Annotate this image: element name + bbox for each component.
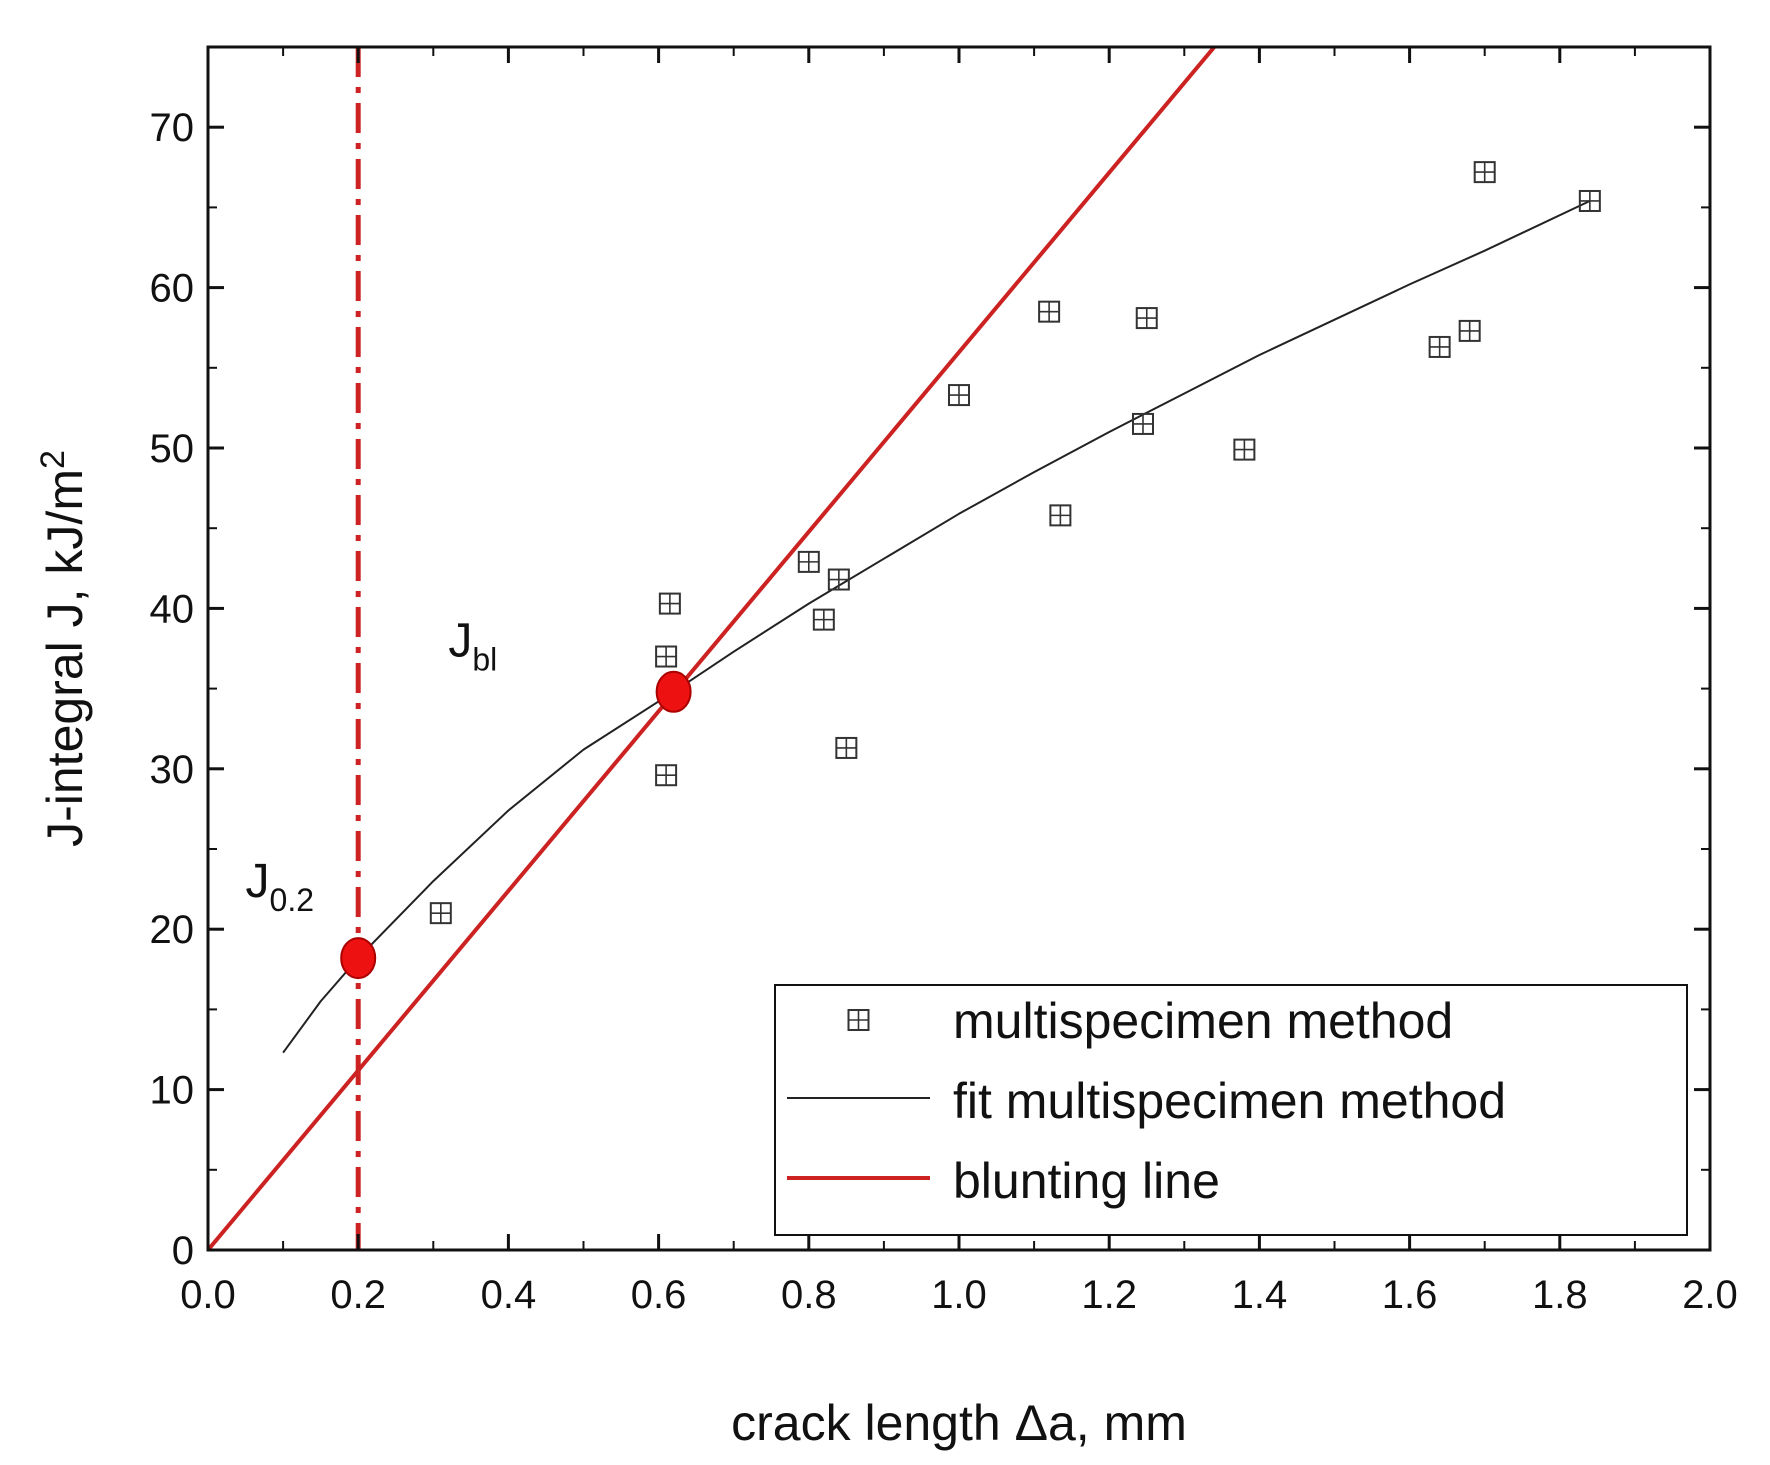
- data-point-12: [1135, 307, 1158, 330]
- annotation-1-main: J: [448, 615, 472, 668]
- data-point-8: [948, 384, 970, 407]
- x-tick-label-4: 0.8: [781, 1273, 837, 1317]
- annotation-1: Jbl: [448, 615, 497, 678]
- y-axis-title-main: J-integral J, kJ/m: [37, 469, 93, 847]
- annotation-1-sub: bl: [472, 642, 497, 678]
- y-tick-label-1: 10: [150, 1069, 195, 1113]
- data-layer: [208, 47, 1601, 1250]
- data-point-6: [827, 568, 850, 591]
- x-axis-title: crack length Δa, mm: [731, 1395, 1187, 1451]
- series-line-fit-multispecimen-method: [282, 200, 1591, 1054]
- legend-box: [774, 984, 1688, 1236]
- legend-label-0: multispecimen method: [953, 993, 1453, 1049]
- x-tick-label-1: 0.2: [330, 1273, 386, 1317]
- x-tick-label-6: 1.2: [1081, 1273, 1137, 1317]
- data-point-7: [835, 736, 858, 759]
- y-tick-label-6: 60: [150, 267, 195, 311]
- annotation-0-sub: 0.2: [270, 882, 314, 918]
- axis-layer: 0.0 0.2 0.4 0.6 0.8 1.0 1.2 1.4 1.6 1.8 2.0 0 10 20 30…: [150, 46, 1738, 1317]
- x-tick-label-9: 1.8: [1532, 1273, 1588, 1317]
- y-tick-label-2: 20: [150, 908, 195, 952]
- data-point-13: [1233, 438, 1256, 461]
- annotation-0: J0.2: [246, 855, 314, 918]
- x-tick-label-7: 1.4: [1232, 1273, 1288, 1317]
- y-tick-label-7: 70: [150, 106, 195, 150]
- highlight-point-0: [340, 937, 377, 980]
- x-tick-label-2: 0.4: [481, 1273, 537, 1317]
- x-tick-label-8: 1.6: [1382, 1273, 1438, 1317]
- series-line-blunting-line: [208, 47, 1216, 1250]
- data-point-1: [655, 764, 678, 787]
- data-point-15: [1458, 319, 1481, 342]
- data-point-17: [1578, 189, 1601, 212]
- data-point-5: [812, 608, 835, 631]
- data-point-0: [429, 902, 452, 925]
- legend-label-1: fit multispecimen method: [953, 1073, 1506, 1129]
- data-point-11: [1131, 412, 1154, 435]
- data-point-3: [658, 592, 681, 615]
- data-point-14: [1428, 335, 1451, 358]
- highlight-point-1: [655, 670, 692, 713]
- legend-label-2: blunting line: [953, 1153, 1220, 1209]
- y-axis-title-superscript: 2: [34, 450, 72, 469]
- data-point-16: [1473, 161, 1496, 184]
- data-point-2: [655, 645, 678, 668]
- y-tick-label-0: 0: [172, 1229, 194, 1273]
- y-axis-title: J-integral J, kJ/m2: [34, 450, 93, 847]
- y-tick-label-3: 30: [150, 748, 195, 792]
- legend: multispecimen method fit multispecimen me…: [774, 984, 1688, 1236]
- data-point-10: [1049, 504, 1072, 527]
- annotation-0-main: J: [246, 855, 270, 908]
- data-point-9: [1038, 300, 1061, 323]
- x-tick-label-0: 0.0: [180, 1273, 236, 1317]
- x-tick-label-5: 1.0: [931, 1273, 987, 1317]
- x-tick-label-10: 2.0: [1682, 1273, 1738, 1317]
- legend-marker-0: [847, 1009, 870, 1031]
- x-tick-label-3: 0.6: [631, 1273, 687, 1317]
- y-tick-label-4: 40: [150, 587, 195, 631]
- data-point-4: [797, 550, 820, 573]
- y-tick-label-5: 50: [150, 427, 195, 471]
